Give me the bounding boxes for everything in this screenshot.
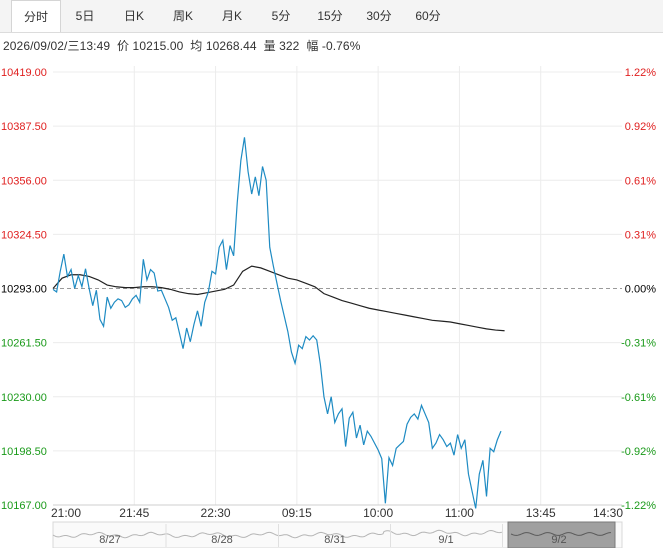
navigator-date-label: 9/2 xyxy=(551,534,566,546)
tab-weekly-k[interactable]: 周K xyxy=(172,9,193,23)
tab-intraday[interactable]: 分时 xyxy=(11,0,61,32)
tab-30-min[interactable]: 30分 xyxy=(366,9,392,23)
change-value: -0.76% xyxy=(321,39,361,53)
time-navigator[interactable]: 8/27 8/28 8/31 9/1 9/2 xyxy=(52,521,623,548)
period-tab-bar: 分时 5日 日K 周K 月K 5分 15分 30分 60分 xyxy=(0,0,663,33)
time-tick-label: 13:45 xyxy=(526,506,556,520)
price-tick-label: 10167.00 xyxy=(1,500,47,512)
change-label: 幅 xyxy=(306,39,319,53)
navigator-date-label: 8/28 xyxy=(211,534,232,546)
price-tick-label: 10387.50 xyxy=(1,121,47,133)
price-line xyxy=(52,137,502,509)
quote-datetime: 2026/09/02/三13:49 xyxy=(3,39,111,53)
price-label: 价 xyxy=(117,39,130,53)
average-label: 均 xyxy=(190,39,203,53)
time-tick-label: 09:15 xyxy=(282,506,312,520)
time-axis-labels: 21:00 21:45 22:30 09:15 10:00 11:00 13:45 14:30 xyxy=(51,506,623,520)
tab-5-day[interactable]: 5日 xyxy=(75,9,95,23)
percent-tick-label: 0.61% xyxy=(625,175,656,187)
price-tick-label: 10419.00 xyxy=(1,67,47,79)
chart-grid xyxy=(53,66,622,506)
time-tick-label: 21:45 xyxy=(119,506,149,520)
percent-axis-labels: 1.22% 0.92% 0.61% 0.31% 0.00% -0.31% -0.61% -0.… xyxy=(621,67,656,512)
navigator-selected-line xyxy=(510,532,611,536)
tab-monthly-k[interactable]: 月K xyxy=(221,9,242,23)
navigator-date-label: 8/31 xyxy=(324,534,345,546)
percent-tick-label: 0.00% xyxy=(625,284,656,296)
average-price-line xyxy=(52,265,505,332)
navigator-date-label: 9/1 xyxy=(438,534,453,546)
percent-tick-label: -1.22% xyxy=(621,500,656,512)
average-value: 10268.44 xyxy=(205,39,257,53)
percent-tick-label: -0.92% xyxy=(621,446,656,458)
percent-tick-label: 1.22% xyxy=(625,67,656,79)
volume-label: 量 xyxy=(263,39,276,53)
price-tick-label: 10324.50 xyxy=(1,229,47,241)
price-tick-label: 10356.00 xyxy=(1,175,47,187)
time-tick-label: 10:00 xyxy=(363,506,393,520)
chart-series xyxy=(52,137,505,509)
tab-15-min[interactable]: 15分 xyxy=(317,9,343,23)
tab-daily-k[interactable]: 日K xyxy=(123,9,144,23)
price-value: 10215.00 xyxy=(132,39,184,53)
quote-info-bar: 2026/09/02/三13:49 价 10215.00 均 10268.44 … xyxy=(3,37,360,54)
price-tick-label: 10261.50 xyxy=(1,338,47,350)
time-tick-label: 14:30 xyxy=(593,506,623,520)
percent-tick-label: 0.92% xyxy=(625,121,656,133)
time-tick-label: 11:00 xyxy=(445,506,474,520)
price-axis-labels: 10419.00 10387.50 10356.00 10324.50 10293.00… xyxy=(1,67,47,512)
volume-value: 322 xyxy=(279,39,300,53)
time-tick-label: 22:30 xyxy=(201,506,231,520)
percent-tick-label: -0.31% xyxy=(621,338,656,350)
percent-tick-label: 0.31% xyxy=(625,229,656,241)
price-tick-label: 10293.00 xyxy=(1,284,47,296)
navigator-date-label: 8/27 xyxy=(99,534,120,546)
price-tick-label: 10198.50 xyxy=(1,446,47,458)
tab-60-min[interactable]: 60分 xyxy=(415,9,441,23)
time-tick-label: 21:00 xyxy=(51,506,81,520)
price-tick-label: 10230.00 xyxy=(1,392,47,404)
tab-5-min[interactable]: 5分 xyxy=(271,9,291,23)
percent-tick-label: -0.61% xyxy=(621,392,656,404)
